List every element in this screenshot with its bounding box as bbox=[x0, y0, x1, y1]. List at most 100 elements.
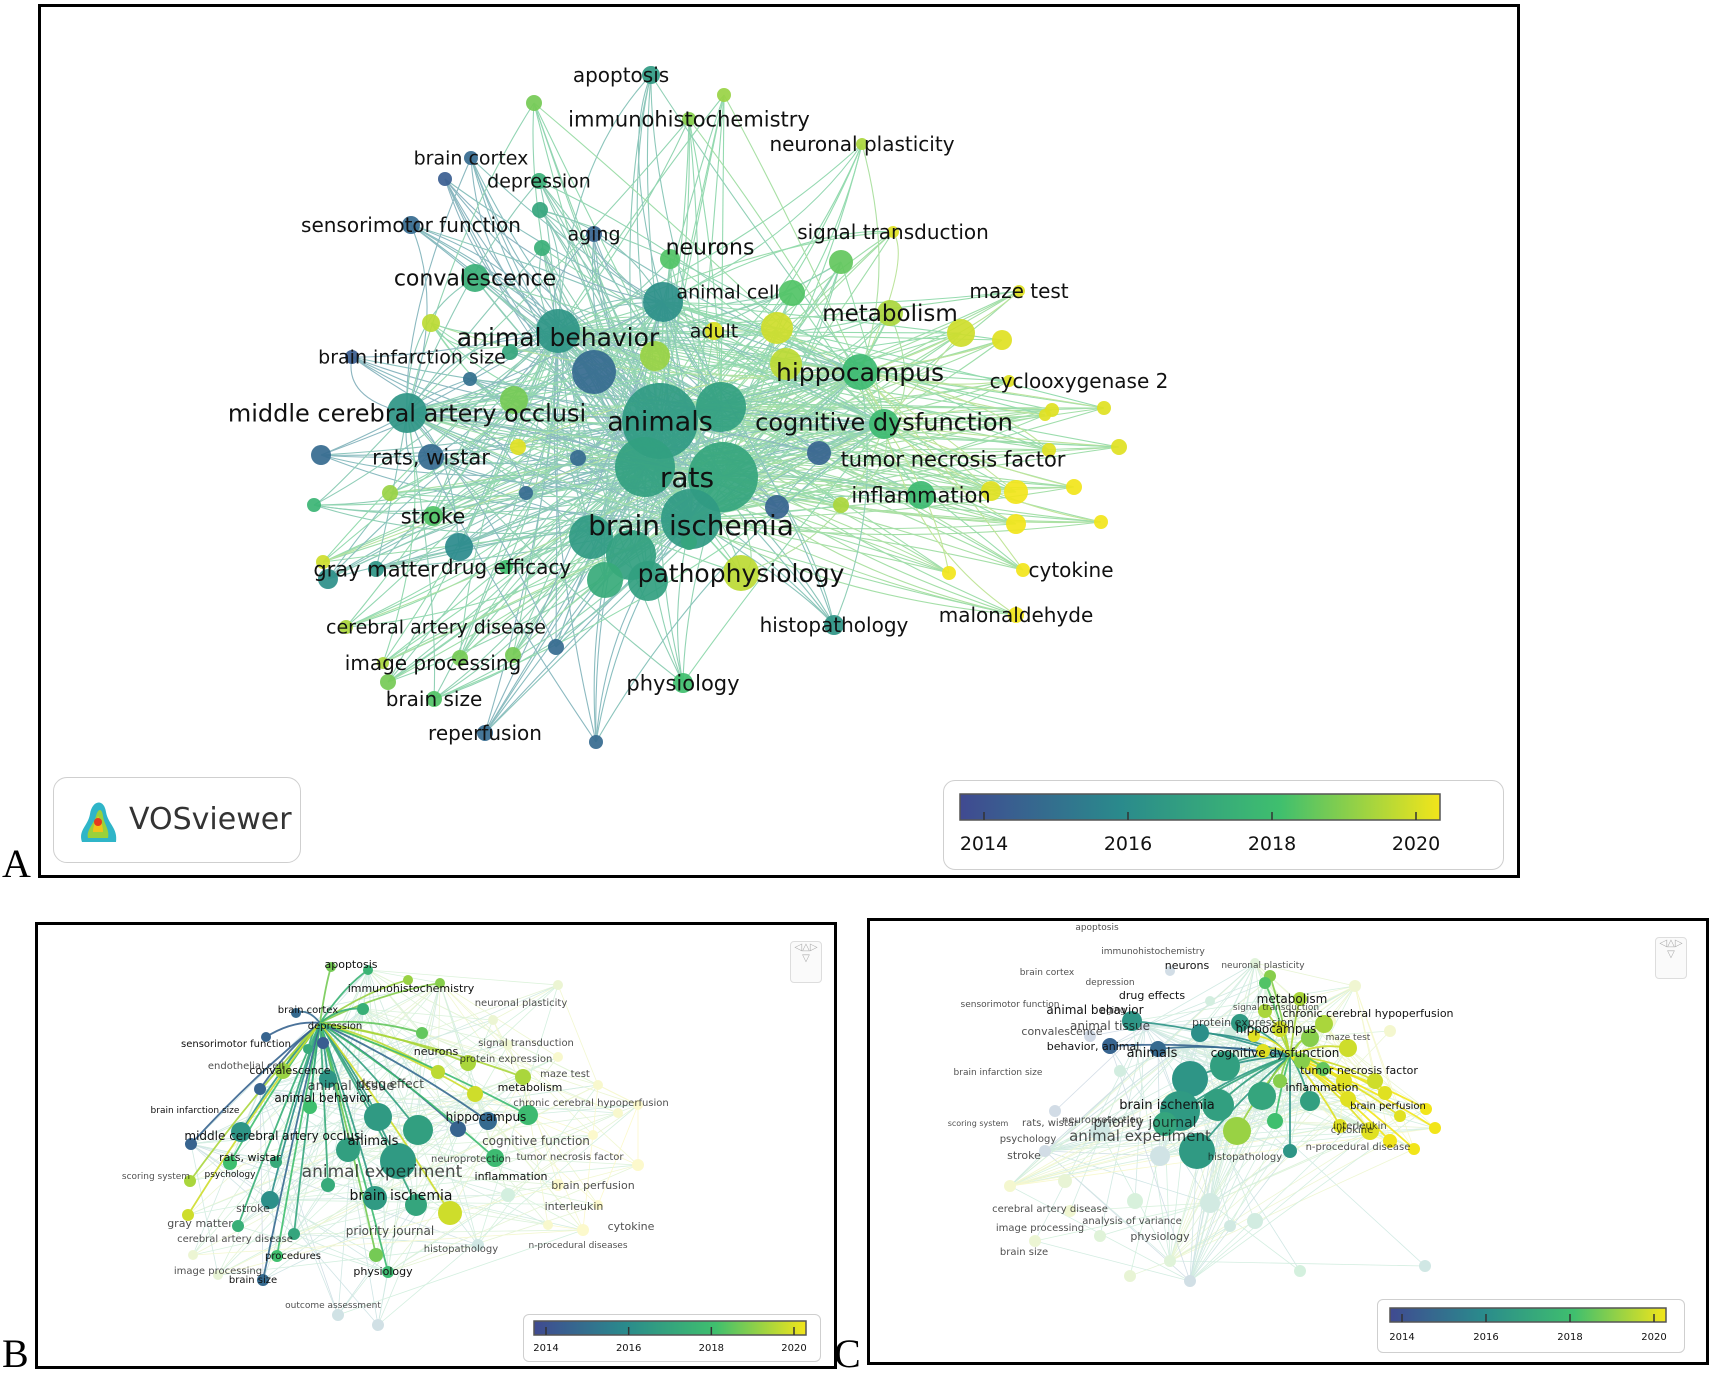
keyword-node[interactable] bbox=[1013, 285, 1025, 297]
keyword-node[interactable] bbox=[569, 515, 613, 559]
keyword-node[interactable] bbox=[368, 561, 384, 577]
keyword-node[interactable] bbox=[829, 250, 853, 274]
keyword-node[interactable] bbox=[261, 1191, 279, 1209]
keyword-node[interactable] bbox=[363, 1186, 387, 1210]
keyword-node[interactable] bbox=[1210, 1051, 1240, 1081]
keyword-node[interactable] bbox=[270, 1156, 282, 1168]
keyword-node[interactable] bbox=[553, 1052, 563, 1062]
keyword-node[interactable] bbox=[992, 330, 1012, 350]
keyword-node[interactable] bbox=[593, 1200, 603, 1210]
keyword-node[interactable] bbox=[288, 1228, 300, 1240]
keyword-node[interactable] bbox=[1004, 480, 1028, 504]
keyword-node[interactable] bbox=[339, 620, 353, 634]
keyword-node[interactable] bbox=[403, 975, 413, 985]
keyword-node[interactable] bbox=[1200, 1193, 1220, 1213]
keyword-node[interactable] bbox=[1202, 1089, 1234, 1121]
keyword-node[interactable] bbox=[472, 1239, 484, 1251]
keyword-node[interactable] bbox=[515, 1069, 531, 1085]
keyword-node[interactable] bbox=[261, 1032, 271, 1042]
keyword-node[interactable] bbox=[1029, 1235, 1041, 1247]
keyword-node[interactable] bbox=[1127, 1193, 1143, 1209]
keyword-node[interactable] bbox=[271, 1250, 283, 1262]
keyword-node[interactable] bbox=[586, 226, 602, 242]
keyword-node[interactable] bbox=[463, 372, 477, 386]
keyword-node[interactable] bbox=[1283, 1144, 1297, 1158]
keyword-node[interactable] bbox=[681, 534, 697, 550]
keyword-node[interactable] bbox=[402, 216, 420, 234]
keyword-node[interactable] bbox=[1124, 1270, 1136, 1282]
keyword-node[interactable] bbox=[184, 1175, 196, 1187]
keyword-node[interactable] bbox=[182, 1209, 194, 1221]
keyword-node[interactable] bbox=[1267, 1113, 1283, 1129]
keyword-node[interactable] bbox=[257, 1274, 269, 1286]
keyword-node[interactable] bbox=[615, 437, 675, 497]
keyword-node[interactable] bbox=[345, 350, 359, 364]
keyword-node[interactable] bbox=[907, 481, 935, 509]
keyword-node[interactable] bbox=[1164, 1255, 1176, 1267]
keyword-node[interactable] bbox=[275, 1063, 291, 1079]
keyword-node[interactable] bbox=[1058, 1174, 1072, 1188]
keyword-node[interactable] bbox=[1293, 992, 1307, 1006]
keyword-node[interactable] bbox=[1384, 1025, 1396, 1037]
keyword-node[interactable] bbox=[779, 280, 805, 306]
keyword-node[interactable] bbox=[1340, 1091, 1356, 1107]
keyword-node[interactable] bbox=[1273, 1074, 1287, 1088]
keyword-node[interactable] bbox=[887, 226, 899, 238]
keyword-node[interactable] bbox=[435, 978, 445, 988]
keyword-node[interactable] bbox=[531, 173, 547, 189]
keyword-node[interactable] bbox=[534, 240, 550, 256]
keyword-node[interactable] bbox=[543, 1220, 553, 1230]
keyword-node[interactable] bbox=[1301, 1029, 1319, 1047]
keyword-node[interactable] bbox=[422, 314, 440, 332]
keyword-node[interactable] bbox=[500, 386, 528, 414]
keyword-node[interactable] bbox=[311, 445, 331, 465]
keyword-node[interactable] bbox=[460, 1055, 476, 1071]
keyword-node[interactable] bbox=[317, 1037, 329, 1049]
keyword-node[interactable] bbox=[1066, 479, 1082, 495]
keyword-node[interactable] bbox=[553, 980, 563, 990]
keyword-node[interactable] bbox=[321, 1178, 335, 1192]
keyword-node[interactable] bbox=[1064, 1205, 1076, 1217]
keyword-node[interactable] bbox=[450, 1121, 466, 1137]
keyword-node[interactable] bbox=[705, 322, 723, 340]
keyword-node[interactable] bbox=[1294, 1053, 1310, 1069]
keyword-node[interactable] bbox=[1006, 514, 1026, 534]
keyword-node[interactable] bbox=[377, 657, 389, 669]
keyword-node[interactable] bbox=[981, 481, 1001, 501]
keyword-node[interactable] bbox=[231, 1122, 251, 1142]
keyword-node[interactable] bbox=[1300, 1091, 1320, 1111]
keyword-node[interactable] bbox=[232, 1220, 244, 1232]
keyword-node[interactable] bbox=[510, 439, 526, 455]
keyword-node[interactable] bbox=[382, 1266, 394, 1278]
keyword-node[interactable] bbox=[856, 138, 868, 150]
keyword-node[interactable] bbox=[1004, 1180, 1016, 1192]
keyword-node[interactable] bbox=[1367, 1073, 1383, 1089]
keyword-node[interactable] bbox=[254, 1083, 266, 1095]
keyword-node[interactable] bbox=[477, 725, 493, 741]
keyword-node[interactable] bbox=[503, 1040, 513, 1050]
keyword-node[interactable] bbox=[1378, 1086, 1392, 1100]
keyword-node[interactable] bbox=[1250, 958, 1260, 968]
keyword-node[interactable] bbox=[426, 691, 442, 707]
keyword-node[interactable] bbox=[1003, 375, 1015, 387]
keyword-node[interactable] bbox=[418, 444, 444, 470]
keyword-node[interactable] bbox=[1153, 1112, 1177, 1136]
keyword-node[interactable] bbox=[577, 1224, 589, 1236]
keyword-node[interactable] bbox=[824, 615, 844, 635]
keyword-node[interactable] bbox=[628, 561, 668, 601]
keyword-node[interactable] bbox=[877, 300, 903, 326]
keyword-node[interactable] bbox=[1008, 607, 1024, 623]
keyword-node[interactable] bbox=[372, 1319, 384, 1331]
keyword-node[interactable] bbox=[467, 1086, 483, 1102]
keyword-node[interactable] bbox=[526, 95, 542, 111]
keyword-node[interactable] bbox=[1111, 439, 1127, 455]
keyword-node[interactable] bbox=[589, 735, 603, 749]
keyword-node[interactable] bbox=[1039, 409, 1051, 421]
keyword-node[interactable] bbox=[213, 1270, 223, 1280]
keyword-node[interactable] bbox=[1184, 1275, 1196, 1287]
keyword-node[interactable] bbox=[357, 1003, 369, 1015]
keyword-node[interactable] bbox=[532, 202, 548, 218]
keyword-node[interactable] bbox=[416, 1027, 428, 1039]
keyword-node[interactable] bbox=[1049, 1105, 1061, 1117]
